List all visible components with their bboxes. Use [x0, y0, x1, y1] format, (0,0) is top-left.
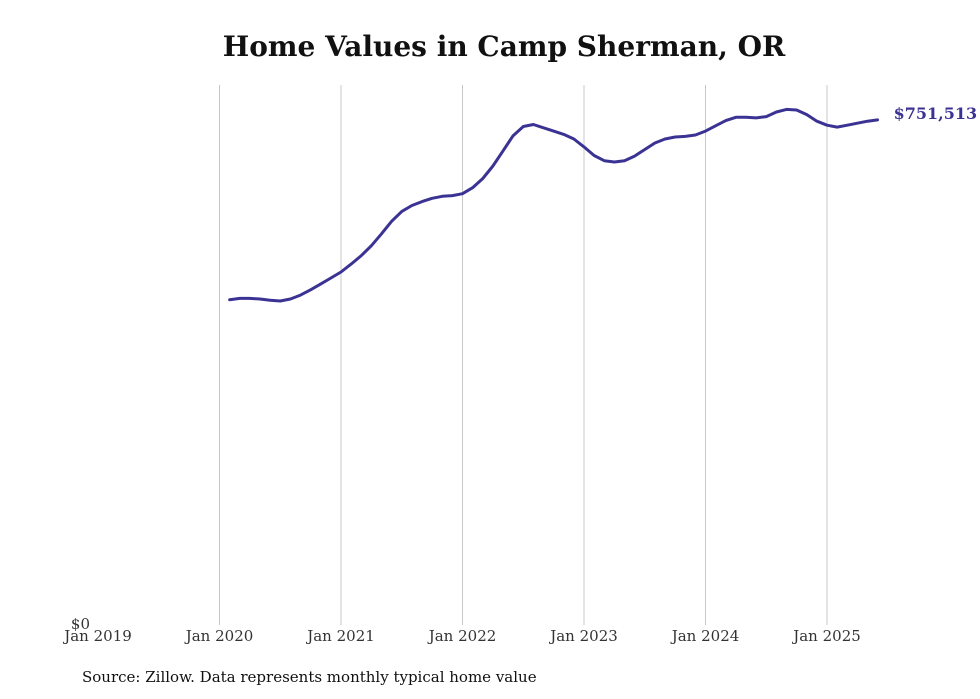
x-tick-label: Jan 2019 — [62, 627, 132, 645]
end-label-layer: $751,513 — [894, 104, 978, 123]
x-tick-label: Jan 2022 — [427, 627, 497, 645]
x-tick-label: Jan 2024 — [670, 627, 740, 645]
gridlines — [219, 85, 828, 625]
source-note: Source: Zillow. Data represents monthly … — [82, 668, 537, 686]
series-layer — [228, 107, 880, 303]
end-value-label: $751,513 — [894, 104, 978, 123]
x-tick-label: Jan 2021 — [305, 627, 375, 645]
x-tick-label: Jan 2020 — [184, 627, 254, 645]
chart-title: Home Values in Camp Sherman, OR — [222, 30, 786, 63]
x-axis-ticks: Jan 2019 Jan 2020 Jan 2021 Jan 2022 Jan 2023… — [62, 627, 861, 645]
y-axis-labels: $0 — [71, 615, 90, 633]
series-line — [228, 107, 880, 303]
x-tick-label: Jan 2023 — [548, 627, 618, 645]
x-tick-label: Jan 2025 — [791, 627, 861, 645]
y-tick-label: $0 — [71, 615, 90, 633]
